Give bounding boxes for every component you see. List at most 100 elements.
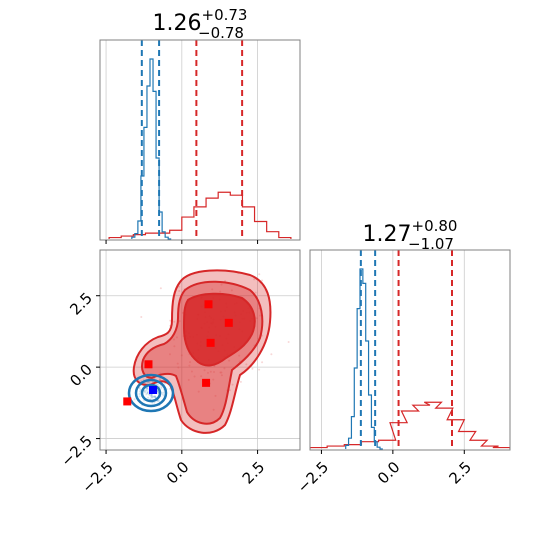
blue-contour-middle	[134, 378, 168, 408]
scatter-point	[219, 290, 222, 293]
scatter-point	[168, 353, 171, 356]
scatter-point	[143, 390, 146, 393]
scatter-point	[145, 393, 148, 396]
scatter-point	[139, 389, 142, 392]
red-marker-3	[202, 378, 211, 387]
scatter-point	[200, 375, 203, 378]
scatter-point	[153, 395, 156, 398]
scatter-point	[150, 396, 153, 399]
scatter-point	[146, 390, 149, 393]
right-title-minus: −1.07	[408, 235, 454, 253]
scatter-point	[270, 353, 273, 356]
scatter-point	[213, 370, 216, 373]
joint-ytick-label-2: 2.5	[66, 289, 96, 319]
joint-ytick-label-0: −2.5	[58, 432, 96, 470]
scatter-point	[162, 394, 165, 397]
right-xtick-label-2: 2.5	[445, 458, 475, 488]
scatter-point	[153, 401, 156, 404]
red-marker-2	[206, 338, 215, 347]
scatter-point	[187, 378, 190, 381]
scatter-point	[177, 366, 180, 369]
joint-xtick-label-0: −2.5	[78, 458, 116, 496]
scatter-point	[154, 396, 157, 399]
scatter-point	[176, 362, 179, 365]
scatter-point	[144, 391, 147, 394]
scatter-point	[214, 394, 217, 397]
scatter-point	[220, 371, 223, 374]
scatter-point	[138, 393, 141, 396]
right-marginal-title: 1.27+0.80	[363, 217, 458, 247]
scatter-point	[145, 387, 148, 390]
top-marginal-ticks	[105, 240, 259, 244]
scatter-point	[161, 393, 164, 396]
scatter-point	[189, 361, 192, 364]
right-xtick-label-0: −2.5	[294, 458, 332, 496]
scatter-point	[220, 283, 223, 286]
scatter-point	[239, 380, 242, 383]
scatter-point	[156, 383, 159, 386]
scatter-point	[154, 395, 157, 398]
scatter-point	[158, 378, 161, 381]
scatter-point	[162, 391, 165, 394]
scatter-point	[152, 395, 155, 398]
scatter-point	[146, 386, 149, 389]
scatter-point	[172, 338, 175, 341]
scatter-point	[139, 390, 142, 393]
right-xtick-label-1: 0.0	[374, 458, 404, 488]
scatter-point	[138, 387, 141, 390]
scatter-point	[160, 387, 163, 390]
scatter-point	[178, 285, 181, 288]
scatter-point	[181, 311, 184, 314]
scatter-point	[258, 273, 261, 276]
right-blue-histogram	[345, 268, 383, 450]
scatter-point	[223, 367, 226, 370]
scatter-point	[173, 345, 176, 348]
scatter-point	[254, 291, 257, 294]
scatter-point	[148, 393, 151, 396]
scatter-point	[258, 368, 261, 371]
red-marker-1	[224, 318, 233, 327]
scatter-point	[150, 394, 153, 397]
red-marker-4	[144, 360, 153, 369]
top-title-value: 1.26	[153, 11, 202, 36]
scatter-point	[158, 378, 161, 381]
scatter-point	[173, 320, 176, 323]
scatter-point	[178, 290, 181, 293]
scatter-point	[245, 363, 248, 366]
scatter-point	[157, 400, 160, 403]
scatter-point	[231, 383, 234, 386]
scatter-point	[156, 399, 159, 402]
right-title-plus: +0.80	[412, 217, 458, 235]
top-title-minus: −0.78	[198, 24, 244, 42]
scatter-point	[206, 371, 209, 374]
scatter-point	[151, 396, 154, 399]
scatter-point	[193, 375, 196, 378]
scatter-point	[261, 279, 264, 282]
scatter-point	[175, 336, 178, 339]
joint-markers	[123, 300, 233, 406]
right-title-value: 1.27	[363, 222, 412, 247]
scatter-point	[211, 288, 214, 291]
scatter-point	[146, 391, 149, 394]
blue-contour-outer	[127, 373, 175, 413]
scatter-point	[259, 314, 262, 317]
top-marginal-grid	[105, 40, 258, 240]
scatter-point	[163, 382, 166, 385]
scatter-point	[145, 389, 148, 392]
scatter-point	[169, 319, 172, 322]
scatter-point	[146, 381, 149, 384]
right-marginal-panel: −2.5 0.0 2.5 1.27+0.80 −1.07	[294, 217, 511, 497]
scatter-point	[147, 396, 150, 399]
scatter-point	[146, 388, 149, 391]
scatter-point	[140, 315, 143, 318]
scatter-point	[230, 289, 233, 292]
scatter-point	[190, 370, 193, 373]
top-red-histogram	[108, 191, 292, 239]
scatter-point	[157, 383, 160, 386]
blue-marker-0	[149, 386, 158, 394]
red-marker-5	[123, 397, 132, 406]
scatter-point	[228, 359, 231, 362]
top-marginal-title: 1.26+0.73	[153, 6, 248, 36]
joint-ytick-label-1: 0.0	[66, 360, 96, 390]
